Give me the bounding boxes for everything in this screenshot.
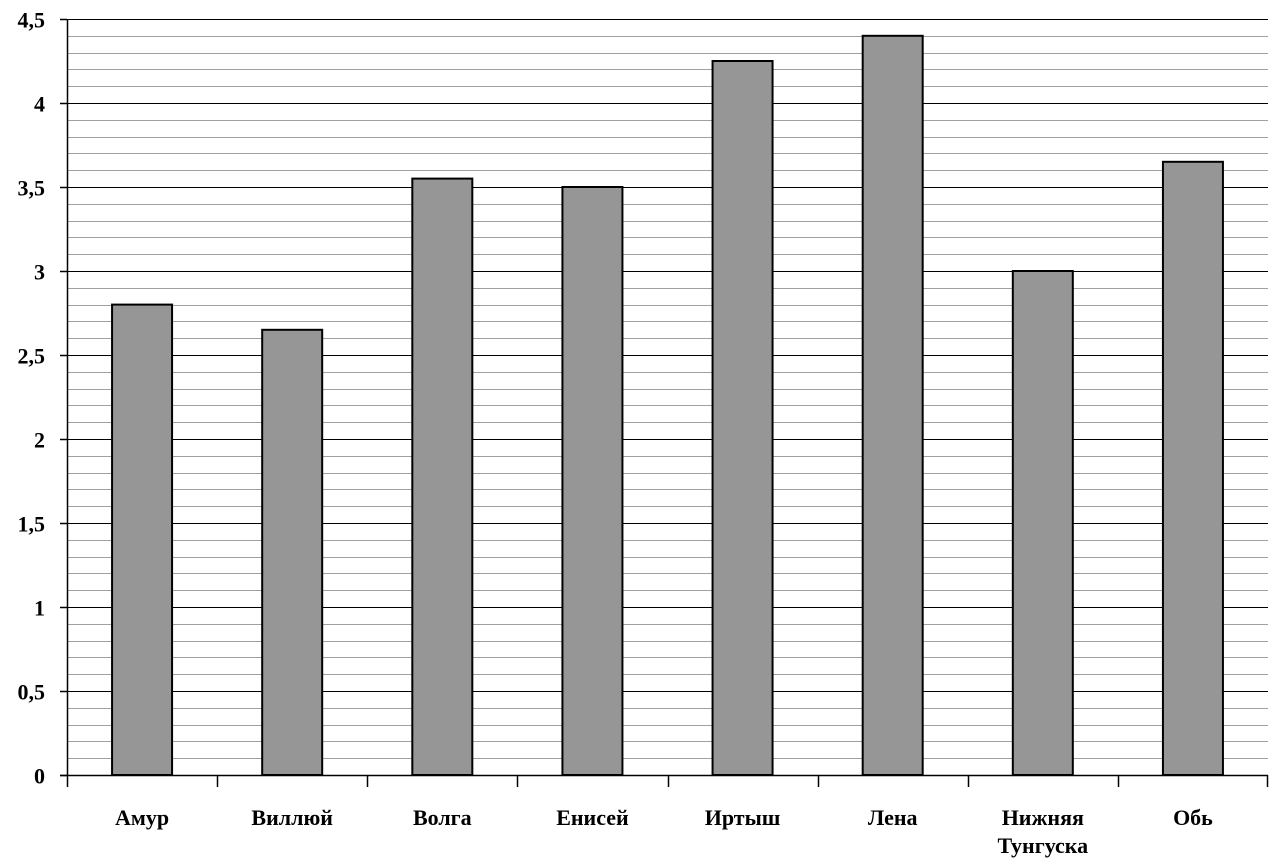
bar	[561, 186, 624, 776]
x-tick-label: Обь	[1173, 805, 1213, 830]
axes	[60, 18, 1269, 787]
x-tick-label: Волга	[413, 805, 472, 830]
bar	[861, 34, 924, 777]
y-tick-label: 3	[34, 260, 45, 285]
y-tick-label: 4,5	[18, 8, 46, 33]
y-tick-label: 2	[34, 428, 45, 453]
x-tick-label: Иртыш	[705, 805, 781, 830]
bars	[111, 34, 1224, 777]
y-axis-tick-labels: 0 0,5 1 1,5 2 2,5 3 3,5 4 4,5	[18, 8, 46, 789]
y-tick-label: 3,5	[18, 176, 46, 201]
bar	[111, 303, 174, 776]
bar	[261, 328, 324, 776]
y-tick-label: 2,5	[18, 344, 46, 369]
x-axis-tick-labels: Амур Виллюй Волга Енисей Иртыш Лена Нижняя Тунг…	[115, 805, 1213, 858]
bar	[1011, 270, 1074, 776]
x-tick-label: Амур	[115, 805, 169, 830]
bar	[711, 60, 774, 776]
x-tick-label: Нижняя Тунгуска	[997, 805, 1088, 858]
y-tick-label: 1,5	[18, 512, 46, 537]
y-tick-label: 0,5	[18, 680, 46, 705]
x-tick-label: Енисей	[556, 805, 629, 830]
bar	[411, 177, 474, 777]
bar	[1161, 160, 1224, 777]
y-tick-label: 4	[34, 92, 45, 117]
x-tick-label: Виллюй	[251, 805, 333, 830]
y-tick-label: 1	[34, 596, 45, 621]
y-tick-label: 0	[34, 764, 45, 789]
x-tick-label: Лена	[868, 805, 918, 830]
grid-lines	[67, 19, 1268, 759]
